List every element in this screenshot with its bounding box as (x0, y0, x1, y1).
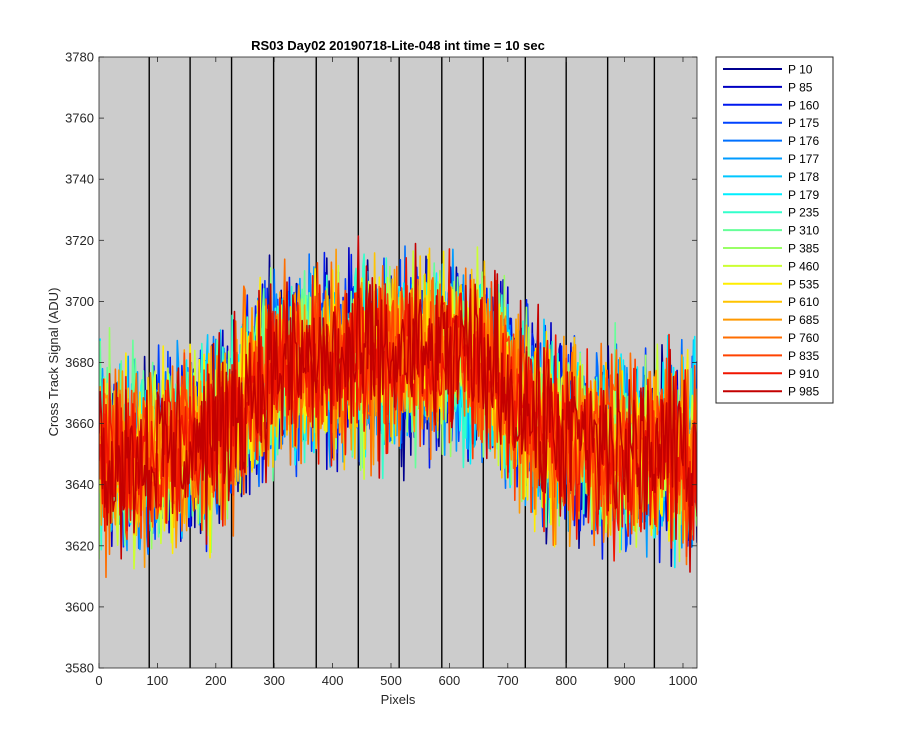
x-tick-label-0: 0 (95, 673, 102, 688)
x-tick-label-700: 700 (497, 673, 519, 688)
legend-label-2: P 160 (788, 98, 819, 112)
legend-label-18: P 985 (788, 385, 819, 399)
legend-label-13: P 610 (788, 295, 819, 309)
legend-label-7: P 179 (788, 188, 819, 202)
legend-label-6: P 178 (788, 170, 819, 184)
series-line-17 (99, 248, 697, 562)
x-tick-label-1000: 1000 (669, 673, 698, 688)
x-tick-label-900: 900 (614, 673, 636, 688)
y-tick-label-3780: 3780 (65, 50, 94, 65)
series-line-18 (99, 235, 697, 573)
x-axis: 0 100 200 300 400 500 600 700 800 900 1000 (95, 57, 697, 688)
legend-label-17: P 910 (788, 367, 819, 381)
legend-label-14: P 685 (788, 313, 819, 327)
x-tick-label-200: 200 (205, 673, 227, 688)
legend-label-16: P 835 (788, 349, 819, 363)
legend-label-11: P 460 (788, 259, 819, 273)
legend: P 10 P 85 P 160 P 175 P 176 P 177 P 178 P 179 P … (715, 56, 834, 404)
legend-label-8: P 235 (788, 206, 819, 220)
y-tick-label-3760: 3760 (65, 111, 94, 126)
legend-label-12: P 535 (788, 277, 819, 291)
y-tick-label-3720: 3720 (65, 233, 94, 248)
legend-label-10: P 385 (788, 242, 819, 256)
y-tick-label-3680: 3680 (65, 355, 94, 370)
x-tick-label-600: 600 (439, 673, 461, 688)
chart-title: RS03 Day02 20190718-Lite-048 int time = … (251, 38, 545, 53)
y-tick-label-3620: 3620 (65, 538, 94, 553)
x-tick-label-800: 800 (555, 673, 577, 688)
x-tick-label-400: 400 (322, 673, 344, 688)
x-axis-label: Pixels (381, 692, 416, 707)
legend-label-15: P 760 (788, 331, 819, 345)
legend-label-3: P 175 (788, 116, 819, 130)
x-tick-label-100: 100 (147, 673, 169, 688)
series-group (99, 235, 697, 579)
legend-label-9: P 310 (788, 224, 819, 238)
y-axis-label: Cross Track Signal (ADU) (46, 288, 61, 437)
y-tick-label-3640: 3640 (65, 477, 94, 492)
legend-label-0: P 10 (788, 63, 813, 77)
y-tick-label-3660: 3660 (65, 416, 94, 431)
legend-label-1: P 85 (788, 80, 813, 94)
y-tick-label-3600: 3600 (65, 599, 94, 614)
y-tick-label-3740: 3740 (65, 172, 94, 187)
y-axis: 3580 3600 3620 3640 3660 3680 3700 3720 3740 3760… (65, 50, 697, 676)
y-tick-label-3580: 3580 (65, 661, 94, 676)
legend-label-4: P 176 (788, 134, 819, 148)
legend-label-5: P 177 (788, 152, 819, 166)
x-tick-label-300: 300 (263, 673, 285, 688)
x-tick-label-500: 500 (380, 673, 402, 688)
y-tick-label-3700: 3700 (65, 294, 94, 309)
